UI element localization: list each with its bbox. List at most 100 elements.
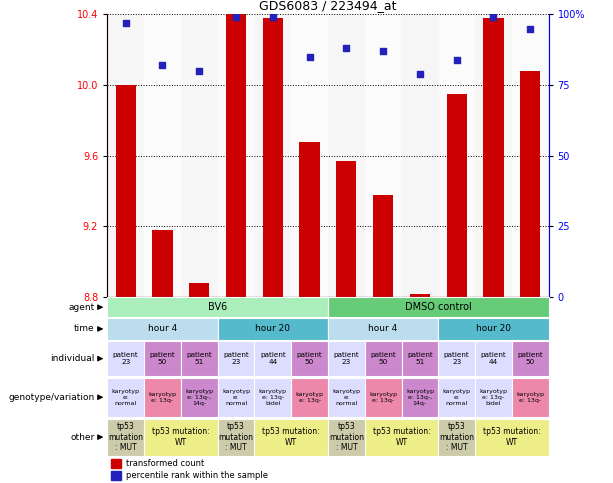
Bar: [402, 14, 438, 297]
Point: [231, 14, 241, 21]
Bar: [254, 378, 291, 417]
Text: tp53 mutation:
WT: tp53 mutation: WT: [152, 427, 210, 447]
Bar: [218, 419, 254, 455]
Bar: [291, 378, 328, 417]
Bar: [512, 14, 549, 297]
Bar: [475, 14, 512, 297]
Text: patient
50: patient 50: [370, 352, 396, 365]
Bar: [336, 161, 357, 297]
Bar: [115, 85, 135, 297]
Text: karyotyp
e: 13q-,
14q-: karyotyp e: 13q-, 14q-: [185, 389, 213, 406]
Text: BV6: BV6: [208, 302, 227, 312]
Bar: [111, 459, 121, 469]
Bar: [475, 419, 549, 455]
Bar: [254, 341, 291, 376]
Text: hour 20: hour 20: [255, 325, 291, 333]
Bar: [365, 14, 402, 297]
Text: patient
23: patient 23: [444, 352, 470, 365]
Bar: [107, 318, 218, 340]
Text: hour 4: hour 4: [368, 325, 398, 333]
Bar: [263, 18, 283, 297]
Text: tp53
mutation
: MUT: tp53 mutation : MUT: [218, 422, 254, 452]
Text: patient
51: patient 51: [186, 352, 212, 365]
Text: tp53 mutation:
WT: tp53 mutation: WT: [483, 427, 541, 447]
Bar: [328, 378, 365, 417]
Text: patient
44: patient 44: [481, 352, 506, 365]
Bar: [365, 419, 438, 455]
Text: genotype/variation: genotype/variation: [8, 393, 94, 402]
Point: [158, 61, 167, 69]
Text: karyotyp
e:
normal: karyotyp e: normal: [112, 389, 140, 406]
Text: karyotyp
e: 13q-: karyotyp e: 13q-: [516, 392, 544, 403]
Bar: [512, 378, 549, 417]
Text: patient
44: patient 44: [260, 352, 286, 365]
Text: hour 20: hour 20: [476, 325, 511, 333]
Text: transformed count: transformed count: [126, 459, 204, 469]
Bar: [299, 142, 320, 297]
Text: karyotyp
e:
normal: karyotyp e: normal: [443, 389, 471, 406]
Point: [378, 47, 388, 55]
Bar: [447, 94, 467, 297]
Text: karyotyp
e:
normal: karyotyp e: normal: [332, 389, 360, 406]
Point: [305, 53, 314, 61]
Bar: [365, 341, 402, 376]
Bar: [409, 294, 430, 297]
Bar: [291, 341, 328, 376]
Point: [415, 70, 425, 78]
Text: karyotyp
e: 13q-
bidel: karyotyp e: 13q- bidel: [479, 389, 508, 406]
Bar: [402, 341, 438, 376]
Bar: [218, 14, 254, 297]
Bar: [438, 378, 475, 417]
Bar: [438, 419, 475, 455]
Bar: [107, 378, 144, 417]
Bar: [512, 341, 549, 376]
Bar: [107, 14, 144, 297]
Text: tp53 mutation:
WT: tp53 mutation: WT: [262, 427, 320, 447]
Bar: [218, 318, 328, 340]
Text: DMSO control: DMSO control: [405, 302, 471, 312]
Bar: [475, 341, 512, 376]
Bar: [218, 341, 254, 376]
Text: tp53
mutation
: MUT: tp53 mutation : MUT: [439, 422, 474, 452]
Bar: [438, 318, 549, 340]
Text: patient
50: patient 50: [297, 352, 322, 365]
Bar: [373, 195, 394, 297]
Text: other: other: [70, 433, 94, 441]
Bar: [520, 71, 541, 297]
Bar: [144, 341, 181, 376]
Text: agent: agent: [68, 303, 94, 312]
Text: karyotyp
e: 13q-,
14q-: karyotyp e: 13q-, 14q-: [406, 389, 434, 406]
Bar: [226, 0, 246, 297]
Bar: [181, 14, 218, 297]
Text: patient
50: patient 50: [517, 352, 543, 365]
Text: karyotyp
e: 13q-
bidel: karyotyp e: 13q- bidel: [259, 389, 287, 406]
Bar: [189, 283, 210, 297]
Text: patient
50: patient 50: [150, 352, 175, 365]
Text: karyotyp
e: 13q-: karyotyp e: 13q-: [148, 392, 177, 403]
Text: hour 4: hour 4: [148, 325, 177, 333]
Bar: [328, 14, 365, 297]
Point: [452, 56, 462, 64]
Bar: [107, 419, 144, 455]
Text: patient
23: patient 23: [223, 352, 249, 365]
Point: [194, 67, 204, 75]
Text: time: time: [74, 325, 94, 333]
Bar: [328, 341, 365, 376]
Bar: [254, 419, 328, 455]
Text: individual: individual: [50, 354, 94, 363]
Bar: [254, 14, 291, 297]
Text: karyotyp
e:
normal: karyotyp e: normal: [222, 389, 250, 406]
Text: tp53
mutation
: MUT: tp53 mutation : MUT: [329, 422, 364, 452]
Text: patient
51: patient 51: [407, 352, 433, 365]
Bar: [144, 378, 181, 417]
Bar: [484, 18, 504, 297]
Bar: [107, 341, 144, 376]
Bar: [438, 341, 475, 376]
Bar: [111, 471, 121, 480]
Bar: [144, 419, 218, 455]
Bar: [291, 14, 328, 297]
Text: patient
23: patient 23: [113, 352, 139, 365]
Text: karyotyp
e: 13q-: karyotyp e: 13q-: [369, 392, 397, 403]
Bar: [218, 378, 254, 417]
Bar: [107, 298, 328, 317]
